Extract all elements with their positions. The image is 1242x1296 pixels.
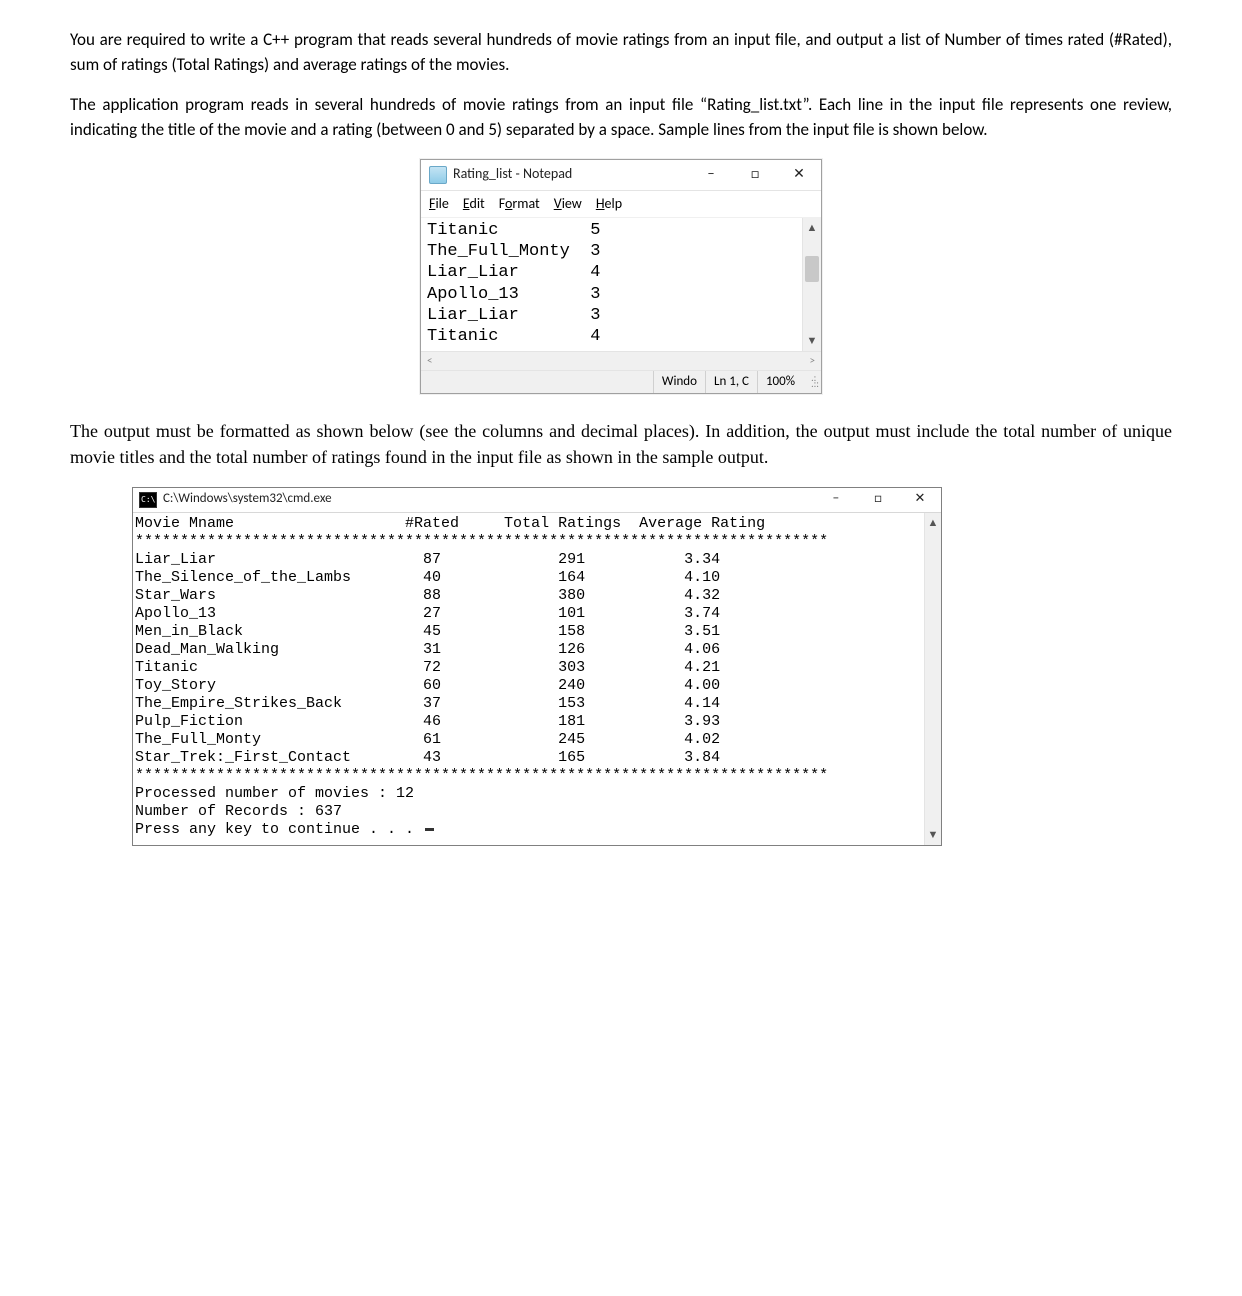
- close-button[interactable]: ✕: [777, 160, 821, 190]
- scroll-down-icon[interactable]: ▼: [807, 333, 818, 349]
- console-app-icon: [139, 492, 157, 508]
- notepad-window: Rating_list - Notepad − □ ✕ File Edit Fo…: [420, 159, 822, 395]
- table-row: Apollo_13 27 101 3.74: [135, 605, 920, 623]
- console-separator: ****************************************…: [135, 533, 920, 551]
- menu-view[interactable]: View: [554, 194, 582, 214]
- table-row: Dead_Man_Walking 31 126 4.06: [135, 641, 920, 659]
- close-button[interactable]: ✕: [899, 488, 941, 512]
- menu-file[interactable]: File: [429, 194, 449, 214]
- table-row: Titanic 72 303 4.21: [135, 659, 920, 677]
- scroll-thumb[interactable]: [805, 256, 819, 282]
- paragraph-3: The output must be formatted as shown be…: [70, 418, 1172, 470]
- maximize-button[interactable]: □: [733, 160, 777, 190]
- console-summary-movies: Processed number of movies : 12: [135, 785, 920, 803]
- notepad-line: The_Full_Monty 3: [427, 241, 796, 262]
- notepad-horizontal-scrollbar[interactable]: < >: [421, 351, 821, 370]
- table-row: Star_Wars 88 380 4.32: [135, 587, 920, 605]
- table-row: The_Silence_of_the_Lambs 40 164 4.10: [135, 569, 920, 587]
- table-row: Men_in_Black 45 158 3.51: [135, 623, 920, 641]
- scroll-up-icon[interactable]: ▲: [807, 220, 818, 236]
- table-row: Toy_Story 60 240 4.00: [135, 677, 920, 695]
- scroll-up-icon[interactable]: ▲: [928, 515, 939, 531]
- notepad-menubar: File Edit Format View Help: [421, 191, 821, 218]
- table-row: The_Full_Monty 61 245 4.02: [135, 731, 920, 749]
- table-row: Pulp_Fiction 46 181 3.93: [135, 713, 920, 731]
- console-separator: ****************************************…: [135, 767, 920, 785]
- console-window: C:\Windows\system32\cmd.exe − □ ✕ Movie …: [132, 487, 942, 846]
- cursor-icon: [425, 828, 434, 831]
- menu-format[interactable]: Format: [499, 194, 540, 214]
- notepad-line: Liar_Liar 4: [427, 262, 796, 283]
- notepad-vertical-scrollbar[interactable]: ▲ ▼: [802, 218, 821, 352]
- table-row: Star_Trek:_First_Contact 43 165 3.84: [135, 749, 920, 767]
- minimize-button[interactable]: −: [689, 160, 733, 190]
- console-title: C:\Windows\system32\cmd.exe: [163, 490, 815, 509]
- notepad-line: Apollo_13 3: [427, 284, 796, 305]
- notepad-titlebar[interactable]: Rating_list - Notepad − □ ✕: [421, 160, 821, 191]
- maximize-button[interactable]: □: [857, 488, 899, 512]
- minimize-button[interactable]: −: [815, 488, 857, 512]
- status-position: Ln 1, C: [705, 371, 757, 393]
- scroll-left-icon[interactable]: <: [427, 353, 432, 369]
- console-titlebar[interactable]: C:\Windows\system32\cmd.exe − □ ✕: [133, 488, 941, 513]
- console-output: Movie Mname #Rated Total Ratings Average…: [133, 513, 924, 845]
- console-prompt: Press any key to continue . . .: [135, 821, 920, 839]
- console-summary-records: Number of Records : 637: [135, 803, 920, 821]
- scroll-down-icon[interactable]: ▼: [928, 827, 939, 843]
- notepad-statusbar: Windo Ln 1, C 100% .:.::: [421, 370, 821, 393]
- table-row: Liar_Liar 87 291 3.34: [135, 551, 920, 569]
- notepad-app-icon: [429, 166, 447, 184]
- notepad-line: Titanic 5: [427, 220, 796, 241]
- scroll-right-icon[interactable]: >: [810, 353, 815, 369]
- notepad-text-area[interactable]: Titanic 5The_Full_Monty 3Liar_Liar 4Apol…: [421, 218, 802, 352]
- notepad-line: Titanic 4: [427, 326, 796, 347]
- table-row: The_Empire_Strikes_Back 37 153 4.14: [135, 695, 920, 713]
- notepad-title: Rating_list - Notepad: [453, 164, 689, 184]
- paragraph-2: The application program reads in several…: [70, 93, 1172, 142]
- status-zoom: 100%: [757, 371, 803, 393]
- status-os: Windo: [653, 371, 705, 393]
- console-vertical-scrollbar[interactable]: ▲ ▼: [924, 513, 941, 845]
- menu-help[interactable]: Help: [596, 194, 622, 214]
- resize-grip-icon[interactable]: .:.::: [803, 375, 821, 389]
- menu-edit[interactable]: Edit: [463, 194, 485, 214]
- paragraph-1: You are required to write a C++ program …: [70, 28, 1172, 77]
- console-header: Movie Mname #Rated Total Ratings Average…: [135, 515, 920, 533]
- notepad-line: Liar_Liar 3: [427, 305, 796, 326]
